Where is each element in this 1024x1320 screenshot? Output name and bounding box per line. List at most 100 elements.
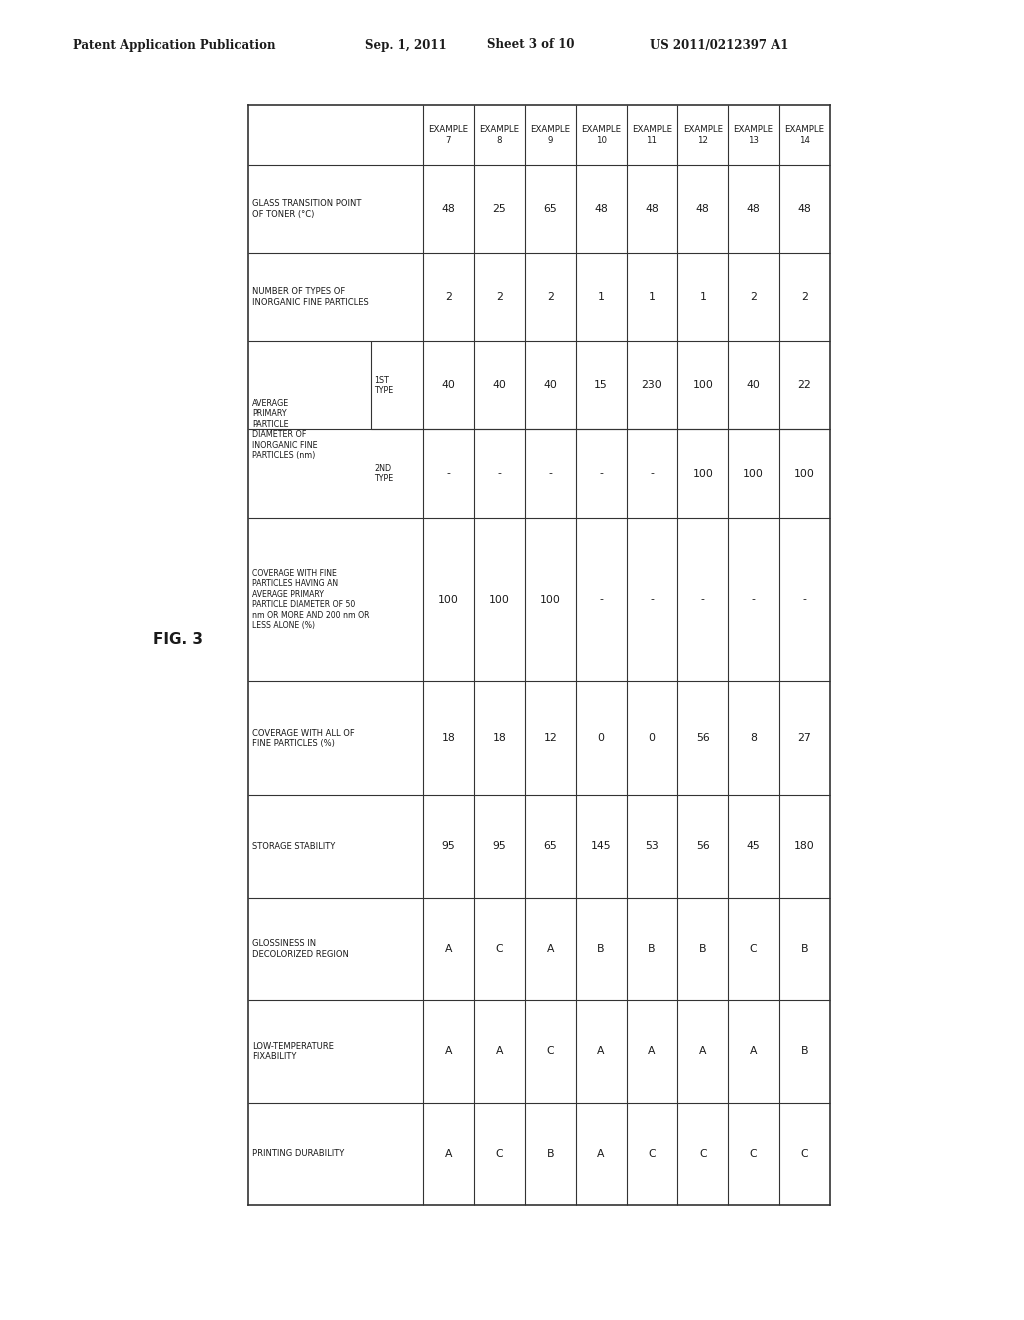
Text: EXAMPLE
7: EXAMPLE 7	[428, 125, 469, 145]
Text: 0: 0	[648, 733, 655, 743]
Text: C: C	[648, 1148, 655, 1159]
Text: GLASS TRANSITION POINT
OF TONER (°C): GLASS TRANSITION POINT OF TONER (°C)	[252, 199, 361, 219]
Text: 100: 100	[743, 469, 764, 479]
Text: 48: 48	[798, 203, 811, 214]
Text: C: C	[750, 944, 758, 954]
Text: 100: 100	[488, 594, 510, 605]
Text: A: A	[699, 1047, 707, 1056]
Text: 48: 48	[645, 203, 658, 214]
Text: 2: 2	[496, 292, 503, 302]
Text: EXAMPLE
14: EXAMPLE 14	[784, 125, 824, 145]
Text: 40: 40	[493, 380, 506, 391]
Text: Sheet 3 of 10: Sheet 3 of 10	[487, 38, 574, 51]
Text: NUMBER OF TYPES OF
INORGANIC FINE PARTICLES: NUMBER OF TYPES OF INORGANIC FINE PARTIC…	[252, 288, 369, 306]
Text: B: B	[648, 944, 655, 954]
Text: 145: 145	[591, 841, 611, 851]
Text: US 2011/0212397 A1: US 2011/0212397 A1	[650, 38, 788, 51]
Text: 40: 40	[746, 380, 761, 391]
Text: 48: 48	[746, 203, 761, 214]
Text: EXAMPLE
8: EXAMPLE 8	[479, 125, 519, 145]
Text: 45: 45	[746, 841, 761, 851]
Text: 48: 48	[594, 203, 608, 214]
Text: C: C	[496, 1148, 503, 1159]
Text: 12: 12	[544, 733, 557, 743]
Text: 8: 8	[751, 733, 757, 743]
Text: -: -	[599, 469, 603, 479]
Text: B: B	[801, 944, 808, 954]
Text: 180: 180	[795, 841, 815, 851]
Text: C: C	[699, 1148, 707, 1159]
Text: 1ST
TYPE: 1ST TYPE	[374, 376, 393, 395]
Text: -: -	[498, 469, 502, 479]
Text: LOW-TEMPERATURE
FIXABILITY: LOW-TEMPERATURE FIXABILITY	[252, 1041, 334, 1061]
Text: AVERAGE
PRIMARY
PARTICLE
DIAMETER OF
INORGANIC FINE
PARTICLES (nm): AVERAGE PRIMARY PARTICLE DIAMETER OF INO…	[252, 399, 317, 459]
Text: 100: 100	[795, 469, 815, 479]
Text: 65: 65	[544, 841, 557, 851]
Text: 1: 1	[648, 292, 655, 302]
Text: 15: 15	[594, 380, 608, 391]
Text: 40: 40	[544, 380, 557, 391]
Text: B: B	[547, 1148, 554, 1159]
Text: FIG. 3: FIG. 3	[153, 632, 203, 648]
Text: A: A	[496, 1047, 503, 1056]
Text: 95: 95	[493, 841, 506, 851]
Text: -: -	[752, 594, 756, 605]
Text: A: A	[444, 944, 453, 954]
Text: 230: 230	[642, 380, 663, 391]
Text: B: B	[699, 944, 707, 954]
Text: C: C	[801, 1148, 808, 1159]
Text: -: -	[446, 469, 451, 479]
Text: -: -	[700, 594, 705, 605]
Text: 40: 40	[441, 380, 456, 391]
Text: 100: 100	[540, 594, 560, 605]
Text: EXAMPLE
12: EXAMPLE 12	[683, 125, 723, 145]
Text: C: C	[547, 1047, 554, 1056]
Text: 18: 18	[493, 733, 506, 743]
Text: COVERAGE WITH ALL OF
FINE PARTICLES (%): COVERAGE WITH ALL OF FINE PARTICLES (%)	[252, 729, 354, 748]
Text: EXAMPLE
9: EXAMPLE 9	[530, 125, 570, 145]
Text: EXAMPLE
13: EXAMPLE 13	[733, 125, 774, 145]
Text: STORAGE STABILITY: STORAGE STABILITY	[252, 842, 335, 851]
Text: 1: 1	[598, 292, 604, 302]
Text: 22: 22	[798, 380, 811, 391]
Text: C: C	[750, 1148, 758, 1159]
Text: 1: 1	[699, 292, 707, 302]
Text: Patent Application Publication: Patent Application Publication	[73, 38, 275, 51]
Text: EXAMPLE
10: EXAMPLE 10	[581, 125, 622, 145]
Text: A: A	[750, 1047, 758, 1056]
Text: 95: 95	[441, 841, 456, 851]
Text: 0: 0	[598, 733, 604, 743]
Text: EXAMPLE
11: EXAMPLE 11	[632, 125, 672, 145]
Text: 2: 2	[445, 292, 452, 302]
Text: 53: 53	[645, 841, 658, 851]
Text: 18: 18	[441, 733, 456, 743]
Text: 56: 56	[696, 841, 710, 851]
Text: A: A	[597, 1047, 605, 1056]
Text: 100: 100	[692, 469, 714, 479]
Text: -: -	[548, 469, 552, 479]
Text: 27: 27	[798, 733, 811, 743]
Text: 48: 48	[696, 203, 710, 214]
Text: 2: 2	[547, 292, 554, 302]
Text: 100: 100	[692, 380, 714, 391]
Text: A: A	[597, 1148, 605, 1159]
Text: A: A	[444, 1148, 453, 1159]
Text: B: B	[801, 1047, 808, 1056]
Text: GLOSSINESS IN
DECOLORIZED REGION: GLOSSINESS IN DECOLORIZED REGION	[252, 939, 349, 958]
Text: 56: 56	[696, 733, 710, 743]
Text: -: -	[803, 594, 807, 605]
Text: -: -	[650, 469, 654, 479]
Text: -: -	[650, 594, 654, 605]
Text: 65: 65	[544, 203, 557, 214]
Text: 2: 2	[801, 292, 808, 302]
Text: A: A	[444, 1047, 453, 1056]
Text: A: A	[648, 1047, 655, 1056]
Text: COVERAGE WITH FINE
PARTICLES HAVING AN
AVERAGE PRIMARY
PARTICLE DIAMETER OF 50
n: COVERAGE WITH FINE PARTICLES HAVING AN A…	[252, 569, 370, 630]
Text: 25: 25	[493, 203, 506, 214]
Text: 2: 2	[751, 292, 757, 302]
Text: 48: 48	[441, 203, 456, 214]
Text: PRINTING DURABILITY: PRINTING DURABILITY	[252, 1150, 344, 1158]
Text: 2ND
TYPE: 2ND TYPE	[374, 463, 393, 483]
Text: A: A	[547, 944, 554, 954]
Text: B: B	[597, 944, 605, 954]
